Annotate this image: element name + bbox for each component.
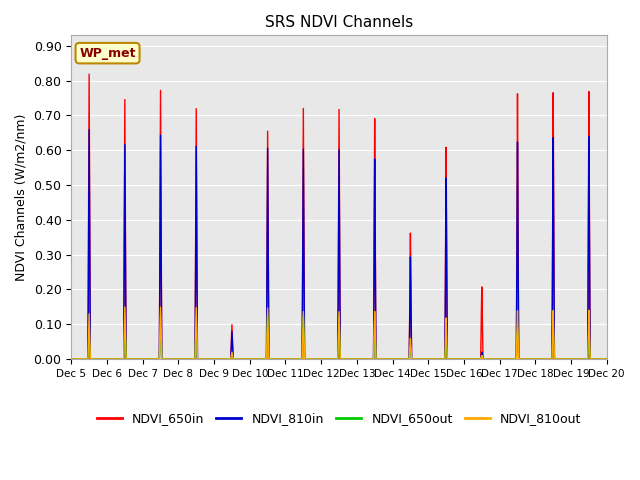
NDVI_650out [603,356,611,362]
Line: NDVI_810out: NDVI_810out [71,307,607,359]
NDVI_810in [177,356,184,362]
NDVI_810in [182,356,189,362]
NDVI_810out [268,356,276,362]
Line: NDVI_650out: NDVI_650out [71,314,607,359]
NDVI_650in [182,356,189,362]
NDVI_650out [489,356,497,362]
NDVI_810in [413,356,420,362]
Line: NDVI_650in: NDVI_650in [71,74,607,359]
NDVI_650out [121,311,129,317]
NDVI_650out [177,356,184,362]
NDVI_810out [121,304,129,310]
NDVI_810out [182,356,189,362]
Text: WP_met: WP_met [79,47,136,60]
Legend: NDVI_650in, NDVI_810in, NDVI_650out, NDVI_810out: NDVI_650in, NDVI_810in, NDVI_650out, NDV… [92,407,586,430]
Y-axis label: NDVI Channels (W/m2/nm): NDVI Channels (W/m2/nm) [15,113,28,281]
NDVI_650out [268,356,276,362]
NDVI_650out [413,356,420,362]
NDVI_650in [489,356,497,362]
NDVI_810in [268,356,276,362]
Line: NDVI_810in: NDVI_810in [71,130,607,359]
Title: SRS NDVI Channels: SRS NDVI Channels [265,15,413,30]
NDVI_810in [67,356,75,362]
NDVI_810in [489,356,497,362]
NDVI_810out [601,356,609,362]
NDVI_810in [601,356,609,362]
NDVI_810out [603,356,611,362]
NDVI_650in [413,356,420,362]
NDVI_810in [85,127,93,132]
NDVI_650out [67,356,75,362]
NDVI_650in [268,356,276,362]
NDVI_650in [85,72,93,77]
NDVI_810out [413,356,420,362]
NDVI_810out [489,356,497,362]
NDVI_650out [182,356,189,362]
NDVI_810out [67,356,75,362]
NDVI_650in [177,356,184,362]
NDVI_810out [177,356,184,362]
NDVI_650in [601,356,609,362]
NDVI_810in [603,356,611,362]
NDVI_650in [603,356,611,362]
NDVI_650in [67,356,75,362]
NDVI_650out [601,356,609,362]
